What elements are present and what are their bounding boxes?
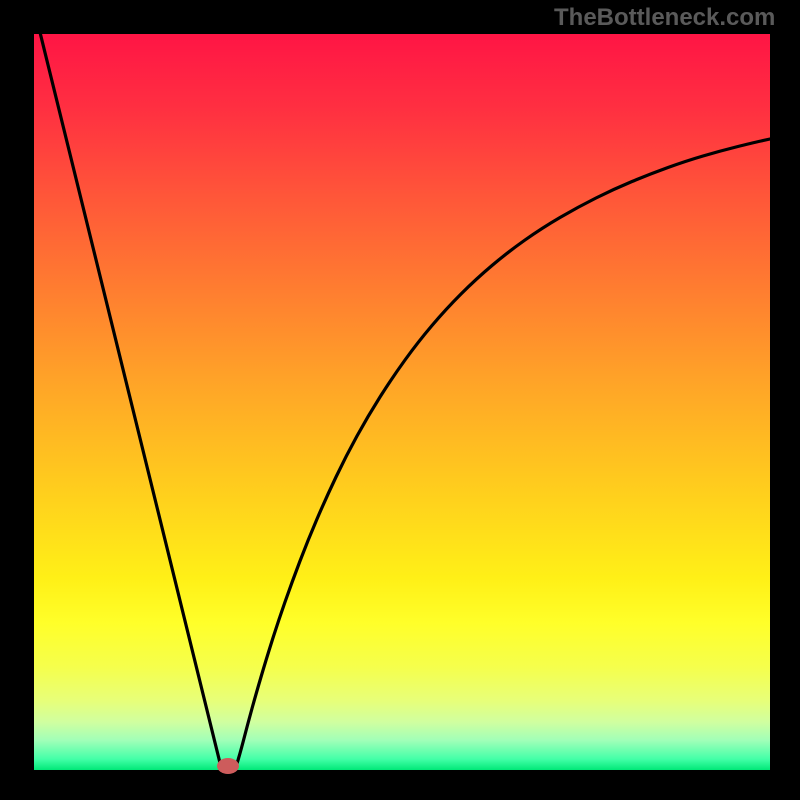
bottleneck-chart: TheBottleneck.com xyxy=(0,0,800,800)
plot-background xyxy=(34,34,770,770)
chart-svg xyxy=(0,0,800,800)
watermark-text: TheBottleneck.com xyxy=(554,4,775,32)
optimal-point-marker xyxy=(217,758,239,774)
